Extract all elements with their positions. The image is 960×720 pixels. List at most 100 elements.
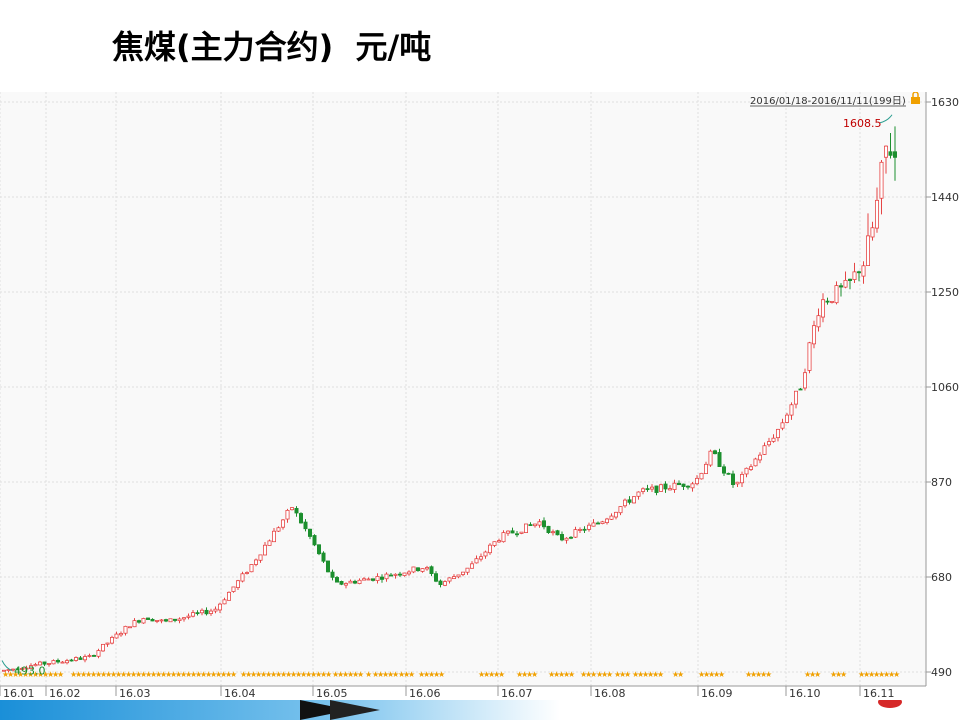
candle-up <box>101 644 104 651</box>
candle-up <box>385 574 388 579</box>
candle-down <box>340 581 343 584</box>
candle-up <box>632 497 635 503</box>
candle-up <box>142 618 145 622</box>
candle-down <box>331 572 334 577</box>
candle-down <box>889 152 892 156</box>
candle-down <box>196 613 199 614</box>
candle-up <box>268 541 271 546</box>
candle-down <box>596 523 599 524</box>
candle-up <box>700 473 703 479</box>
candle-down <box>313 535 316 544</box>
candle-down <box>398 574 401 575</box>
candle-down <box>151 619 154 621</box>
candle-up <box>187 616 190 617</box>
candle-down <box>299 513 302 522</box>
signal-star: ★ <box>624 670 631 679</box>
candle-up <box>470 564 473 568</box>
candle-up <box>479 557 482 559</box>
candle-up <box>452 577 455 579</box>
candle-up <box>236 581 239 588</box>
y-tick-label: 1060 <box>931 381 959 394</box>
signal-star: ★ <box>531 670 538 679</box>
footer-red-mark <box>878 700 902 708</box>
candle-up <box>466 568 469 572</box>
candle-up <box>349 581 352 583</box>
candle-up <box>376 576 379 580</box>
candle-down <box>380 577 383 579</box>
y-tick-label: 1440 <box>931 191 959 204</box>
candle-down <box>79 658 82 660</box>
plot-area <box>0 92 926 686</box>
y-tick-label: 1630 <box>931 96 959 109</box>
candle-up <box>191 613 194 617</box>
x-tick-label: 16.04 <box>224 687 256 700</box>
candle-up <box>394 574 397 575</box>
candle-up <box>830 301 833 302</box>
signal-star: ★ <box>408 670 415 679</box>
candle-up <box>641 489 644 492</box>
candle-down <box>857 272 860 273</box>
candle-up <box>160 620 163 621</box>
candle-up <box>214 609 217 611</box>
candle-down <box>718 452 721 466</box>
signal-star: ★ <box>568 670 575 679</box>
candle-up <box>808 343 811 371</box>
candle-up <box>524 524 527 533</box>
candle-up <box>97 651 100 657</box>
candle-up <box>443 582 446 586</box>
candle-up <box>133 621 136 627</box>
candle-up <box>281 520 284 527</box>
candle-up <box>245 573 248 574</box>
y-tick-label: 870 <box>931 476 952 489</box>
candle-up <box>745 468 748 474</box>
candle-down <box>848 279 851 280</box>
candle-up <box>232 587 235 592</box>
y-axis: 4906808701060125014401630 <box>926 96 959 679</box>
candle-up <box>182 618 185 619</box>
candle-up <box>119 633 122 634</box>
candle-down <box>56 660 59 662</box>
candle-up <box>277 528 280 531</box>
candle-up <box>106 643 109 644</box>
candle-up <box>862 266 865 276</box>
candle-up <box>704 464 707 473</box>
chart-svg: ★★★★★★★★★★★★ ★★★★★★★★★★★★★★★★★★★★★★★★★★★★… <box>0 92 960 700</box>
candle-up <box>461 572 464 574</box>
candle-up <box>484 552 487 556</box>
candle-up <box>209 611 212 613</box>
candle-down <box>569 537 572 538</box>
candle-up <box>844 280 847 287</box>
candle-up <box>367 579 370 580</box>
x-tick-label: 16.07 <box>501 687 533 700</box>
signal-star: ★ <box>657 670 664 679</box>
x-tick-label: 16.06 <box>409 687 441 700</box>
candle-up <box>407 572 410 574</box>
candle-up <box>115 634 118 638</box>
candle-down <box>839 286 842 287</box>
candle-down <box>686 486 689 487</box>
candle-up <box>259 555 262 560</box>
high-value-label: 1608.5 <box>843 117 882 130</box>
candle-up <box>475 559 478 563</box>
candle-up <box>659 485 662 492</box>
candle-down <box>70 660 73 661</box>
candle-up <box>767 442 770 445</box>
candle-up <box>623 500 626 506</box>
signal-star: ★ <box>893 670 900 679</box>
candle-up <box>218 604 221 610</box>
candle-up <box>290 508 293 510</box>
x-tick-label: 16.02 <box>49 687 81 700</box>
candle-down <box>646 489 649 490</box>
x-tick-label: 16.09 <box>701 687 733 700</box>
candle-up <box>619 507 622 513</box>
candle-down <box>547 526 550 532</box>
candle-down <box>799 389 802 390</box>
candle-up <box>551 532 554 533</box>
candle-down <box>335 577 338 582</box>
candle-up <box>502 533 505 542</box>
candle-up <box>254 560 257 565</box>
candle-up <box>605 519 608 523</box>
candle-down <box>893 152 896 158</box>
signal-star: ★ <box>814 670 821 679</box>
candle-up <box>65 661 68 663</box>
